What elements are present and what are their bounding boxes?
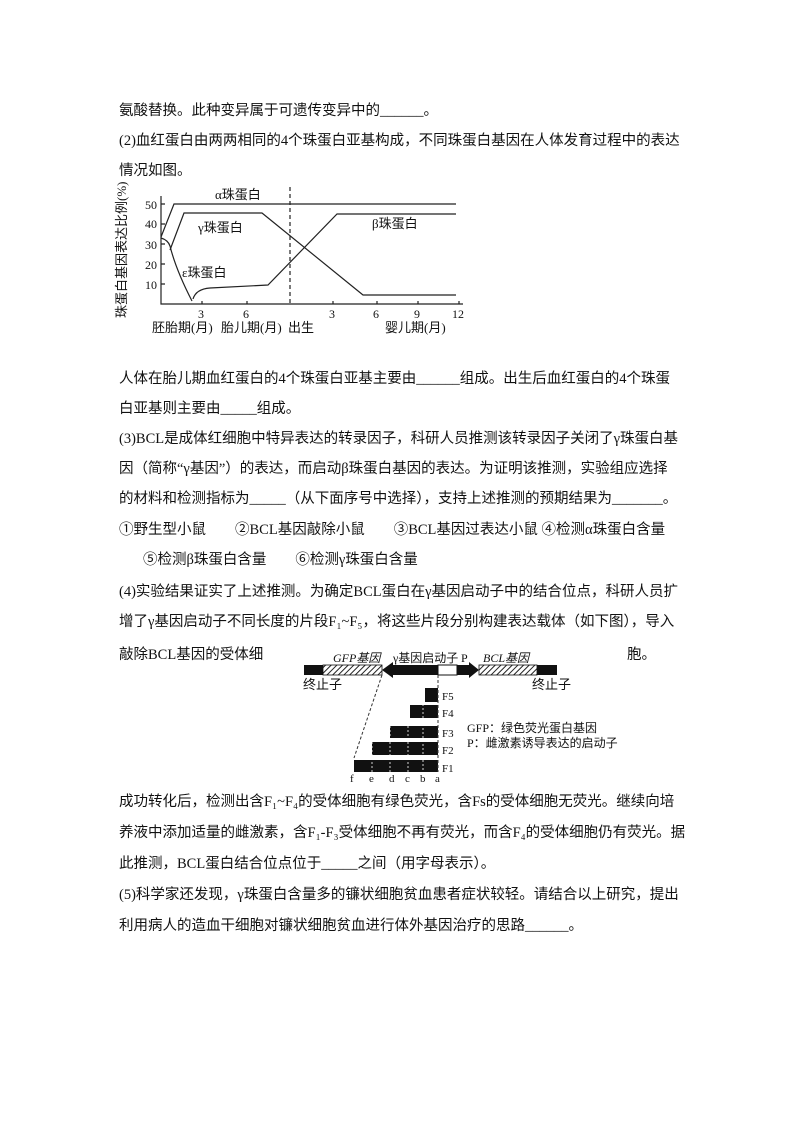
site-label: c	[405, 773, 410, 785]
y-tick-label: 50	[145, 198, 157, 212]
y-tick	[161, 203, 165, 285]
arrow-left-icon	[382, 662, 393, 678]
period-label: 胎儿期(月)	[221, 320, 282, 335]
text-line: 白亚基则主要由_____组成。	[119, 401, 301, 417]
y-tick-label: 30	[145, 238, 157, 252]
curve-label: ε珠蛋白	[182, 265, 226, 280]
p-label: P	[461, 651, 468, 665]
axes	[160, 196, 463, 305]
y-axis-label: 珠蛋白基因表达比例(%)	[114, 182, 129, 319]
period-label: 胚胎期(月)	[152, 320, 213, 335]
legend-gfp: GFP：绿色荧光蛋白基因	[467, 720, 597, 735]
fragment-label: F3	[442, 728, 454, 740]
text-line: 情况如图。	[119, 163, 192, 179]
text-line: 养液中添加适量的雌激素，含F₁-F₃受体细胞不再有荧光，而含F₄的受体细胞仍有荧…	[119, 825, 686, 841]
site-label: a	[435, 773, 440, 785]
gfp-gene-label: GFP基因	[333, 651, 382, 665]
y-tick-label: 10	[145, 278, 157, 292]
question-5-text: (5)科学家还发现，γ珠蛋白含量多的镰状细胞贫血患者症状较轻。请结合以上研究，提…	[119, 887, 679, 903]
x-tick-label: 6	[243, 307, 249, 321]
bcl-gene-block	[478, 664, 538, 676]
gamma-promoter-label: γ基因启动子	[392, 651, 458, 665]
x-tick-label: 12	[452, 307, 464, 321]
site-label: d	[389, 773, 395, 785]
x-tick-label: 9	[414, 307, 420, 321]
fragment-label: F1	[442, 763, 454, 775]
site-label: b	[420, 773, 426, 785]
text-line: 的材料和检测指标为_____（从下面序号中选择），支持上述推测的预期结果为___…	[119, 491, 678, 507]
curve-label: γ珠蛋白	[197, 220, 243, 235]
terminator-left-block	[304, 665, 323, 675]
terminator-label: 终止子	[532, 677, 571, 692]
question-3-text: (3)BCL是成体红细胞中特异表达的转录因子，科研人员推测该转录因子关闭了γ珠蛋…	[119, 431, 679, 447]
curve-label: β珠蛋白	[372, 216, 418, 231]
text-line: 此推测，BCL蛋白结合位点位于_____之间（用字母表示）。	[119, 856, 496, 872]
fragment-label: F2	[442, 745, 454, 757]
terminator-right-block	[537, 665, 557, 675]
arrow-right-icon	[469, 662, 479, 678]
text-line: 胞。	[627, 647, 656, 663]
legend-p: P：雌激素诱导表达的启动子	[467, 735, 618, 750]
x-tick-label: 3	[329, 307, 335, 321]
fragment-f5	[425, 688, 438, 702]
y-tick-label: 40	[145, 217, 157, 231]
p-promoter-block	[437, 664, 458, 676]
beta-curve	[192, 213, 456, 300]
fragment-f1	[354, 760, 438, 772]
text-line: 氨酸替换。此种变异属于可遗传变异中的______。	[119, 103, 438, 119]
gamma-curve	[169, 212, 456, 296]
gfp-gene-block	[322, 664, 383, 676]
bcl-gene-label: BCL基因	[483, 651, 531, 665]
fragment-label: F5	[442, 691, 454, 703]
fragment-f2	[372, 742, 438, 755]
epsilon-curve	[160, 237, 193, 302]
fragment-f3	[390, 726, 438, 738]
fragment-label: F4	[442, 708, 454, 720]
text-line: 成功转化后，检测出含F₁~F₄的受体细胞有绿色荧光，含Fs的受体细胞无荧光。继续…	[119, 794, 675, 810]
period-label: 婴儿期(月)	[385, 320, 446, 335]
terminator-label: 终止子	[303, 677, 342, 692]
question-2-text: (2)血红蛋白由两两相同的4个珠蛋白亚基构成，不同珠蛋白基因在人体发育过程中的表…	[119, 133, 680, 149]
gamma-promoter-block	[393, 665, 438, 675]
alpha-curve	[160, 203, 456, 238]
y-tick-label: 20	[145, 258, 157, 272]
text-line: 敲除BCL基因的受体细	[119, 647, 264, 663]
text-line: 利用病人的造血干细胞对镰状细胞贫血进行体外基因治疗的思路______。	[119, 918, 583, 934]
x-tick-label: 3	[198, 307, 204, 321]
x-tick	[201, 301, 460, 304]
period-label: 出生	[288, 320, 314, 335]
text-line: 人体在胎儿期血红蛋白的4个珠蛋白亚基主要由______组成。出生后血红蛋白的4个…	[119, 371, 670, 387]
options-line: ⑤检测β珠蛋白含量 ⑥检测γ珠蛋白含量	[143, 552, 418, 568]
text-line: 增了γ基因启动子不同长度的片段F₁~F₅，将这些片段分别构建表达载体（如下图），…	[119, 614, 675, 630]
x-tick-label: 6	[373, 307, 379, 321]
options-line: ①野生型小鼠 ②BCL基因敲除小鼠 ③BCL基因过表达小鼠 ④检测α珠蛋白含量	[119, 522, 666, 538]
site-label: e	[369, 773, 374, 785]
site-label: f	[350, 773, 354, 785]
curve-label: α珠蛋白	[215, 187, 261, 202]
text-line: 因（简称“γ基因”）的表达，而启动β珠蛋白基因的表达。为证明该推测，实验组应选择	[119, 461, 668, 477]
vector-construct-figure	[304, 662, 557, 772]
question-4-text: (4)实验结果证实了上述推测。为确定BCL蛋白在γ基因启动子中的结合位点，科研人…	[119, 584, 679, 600]
fragment-f4	[410, 705, 438, 718]
